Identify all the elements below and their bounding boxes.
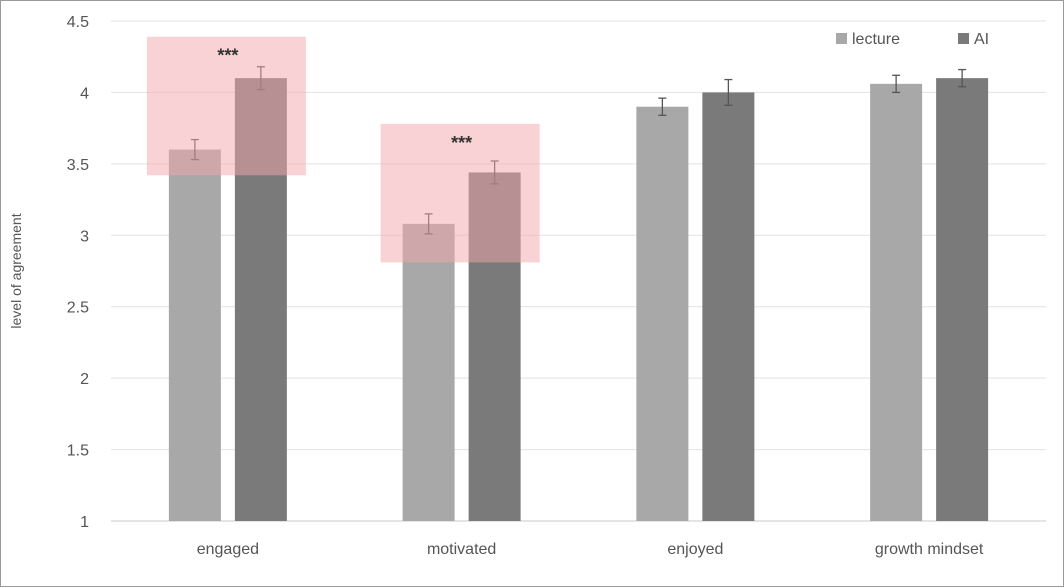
bar-motivated-lecture[interactable] — [402, 223, 455, 521]
highlight-box-motivated — [380, 123, 540, 263]
x-tick-label-engaged: engaged — [197, 541, 259, 558]
y-tick-label: 3 — [80, 228, 89, 245]
significance-marker-motivated: *** — [451, 133, 472, 153]
x-tick-label-motivated: motivated — [427, 541, 496, 558]
y-tick-label: 2.5 — [67, 300, 89, 317]
x-tick-label-growth-mindset: growth mindset — [875, 541, 984, 558]
legend-swatch-lecture — [836, 33, 847, 44]
y-axis-label: level of agreement — [8, 213, 24, 328]
bar-enjoyed-lecture[interactable] — [636, 106, 689, 521]
y-tick-label: 3.5 — [67, 157, 89, 174]
y-tick-label: 4.5 — [67, 14, 89, 31]
bar-enjoyed-AI[interactable] — [702, 92, 755, 521]
legend-label-lecture: lecture — [852, 31, 900, 48]
bar-engaged-lecture[interactable] — [168, 149, 221, 522]
significance-marker-engaged: *** — [217, 46, 238, 66]
bar-growth-mindset-AI[interactable] — [936, 78, 989, 522]
y-tick-label: 2 — [80, 371, 89, 388]
y-tick-label: 4 — [80, 85, 89, 102]
legend-label-AI: AI — [974, 31, 989, 48]
bar-growth-mindset-lecture[interactable] — [870, 83, 923, 521]
x-tick-label-enjoyed: enjoyed — [667, 541, 723, 558]
y-tick-label: 1 — [80, 514, 89, 531]
legend-swatch-AI — [958, 33, 969, 44]
y-tick-label: 1.5 — [67, 443, 89, 460]
highlight-box-engaged — [146, 36, 306, 176]
